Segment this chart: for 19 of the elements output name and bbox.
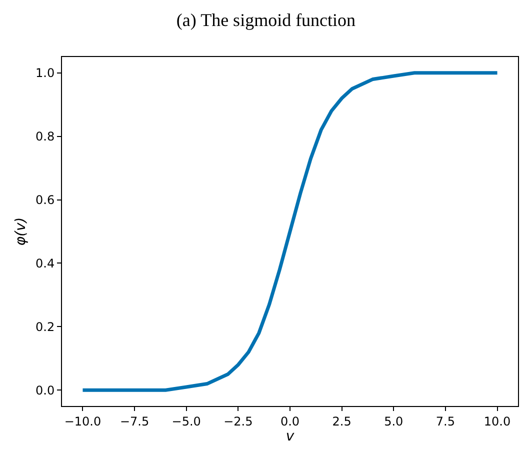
y-tick-label: 0.4 (36, 256, 55, 270)
line-series (80, 71, 500, 392)
x-tick-label: 5.0 (384, 414, 404, 428)
y-tick-label: 0.8 (36, 130, 55, 144)
y-axis-title: φ(v) (13, 217, 30, 246)
y-tick-label: 0.0 (36, 383, 55, 398)
y-tick-label: 0.2 (36, 320, 55, 334)
x-axis-title: v (286, 428, 295, 444)
x-tick-label: −2.5 (224, 414, 253, 428)
y-tick-label: 0.6 (36, 192, 55, 207)
x-tick-label: −10.0 (64, 414, 102, 428)
x-tick-label: 2.5 (332, 414, 352, 428)
x-tick-label: 10.0 (484, 414, 511, 428)
x-tick-label: −5.0 (172, 414, 201, 428)
x-tick-label: 7.5 (436, 414, 455, 428)
y-tick-label: 1.0 (36, 66, 55, 80)
chart-title: (a) The sigmoid function (176, 10, 356, 30)
x-tick-label: −7.5 (120, 414, 150, 428)
x-tick-label: 0.0 (280, 414, 300, 428)
